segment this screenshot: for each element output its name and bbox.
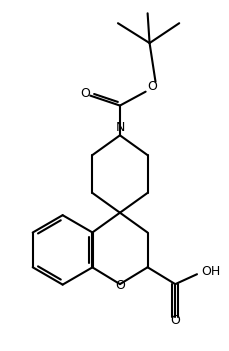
Text: O: O	[80, 87, 90, 100]
Text: O: O	[170, 314, 179, 327]
Text: O: O	[114, 279, 124, 292]
Text: OH: OH	[200, 265, 219, 278]
Text: N: N	[115, 121, 124, 134]
Text: O: O	[147, 80, 157, 93]
